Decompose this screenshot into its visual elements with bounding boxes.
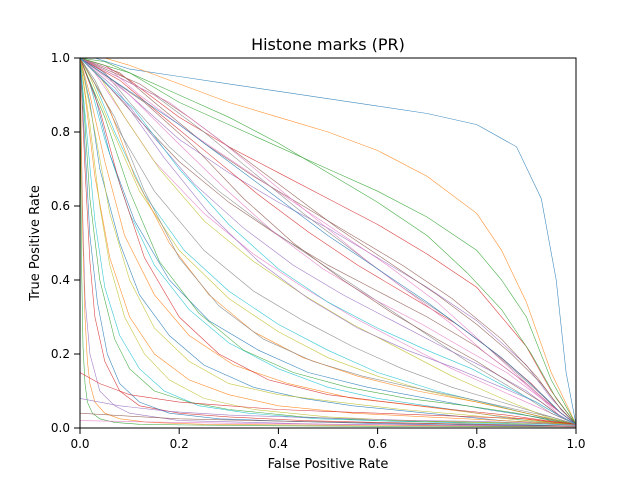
pr-curve-line [80,58,576,425]
pr-curve-line [80,58,576,425]
pr-curve-line [80,420,576,428]
x-axis-label: False Positive Rate [268,457,389,472]
pr-curve-line [80,58,576,425]
pr-curve-line [80,58,576,425]
pr-curve-line [80,58,576,427]
y-tick-label: 0.2 [51,347,70,361]
pr-curve-line [80,58,576,425]
x-tick-label: 0.4 [269,437,288,451]
plot-frame [79,57,577,429]
x-tick-label: 1.0 [566,437,585,451]
x-tick-label: 0.2 [170,437,189,451]
pr-curve-line [80,58,576,425]
y-axis-ticks: 0.0 0.2 0.4 0.6 0.8 1.0 [51,51,80,435]
pr-curve-line [80,58,576,425]
y-axis-label: True Positive Rate [28,185,43,302]
y-tick-label: 0.6 [51,199,70,213]
series-lines [80,58,576,428]
pr-curve-line [80,412,576,427]
pr-curve-line [80,398,576,426]
y-tick-label: 1.0 [51,51,70,65]
y-tick-label: 0.4 [51,273,70,287]
pr-curve-line [80,58,576,427]
pr-curve-line [80,58,576,425]
pr-curve-line [80,58,576,425]
pr-curve-line [80,58,576,425]
y-tick-label: 0.0 [51,421,70,435]
pr-curve-line [80,58,576,425]
pr-curve-line [80,58,576,425]
pr-curve-line [80,58,576,425]
chart-title: Histone marks (PR) [251,35,405,54]
x-axis-ticks: 0.0 0.2 0.4 0.6 0.8 1.0 [70,428,586,451]
pr-curve-line [80,58,576,425]
pr-curve-line [80,58,576,425]
pr-curve-line [80,58,576,425]
pr-curve-line [80,58,576,425]
pr-curve-line [80,58,576,425]
x-tick-label: 0.8 [467,437,486,451]
pr-curve-line [80,58,576,425]
pr-curve-line [80,58,576,425]
x-tick-label: 0.6 [368,437,387,451]
pr-curve-line [80,58,576,425]
pr-curve-line [80,372,576,425]
pr-curve-line [80,58,576,425]
pr-curve-line [80,58,576,425]
pr-curve-line [80,58,576,428]
pr-curve-line [80,58,576,425]
y-tick-label: 0.8 [51,125,70,139]
x-tick-label: 0.0 [70,437,89,451]
pr-curve-line [80,58,576,426]
pr-curve-line [80,58,576,425]
pr-curve-line [80,58,576,427]
